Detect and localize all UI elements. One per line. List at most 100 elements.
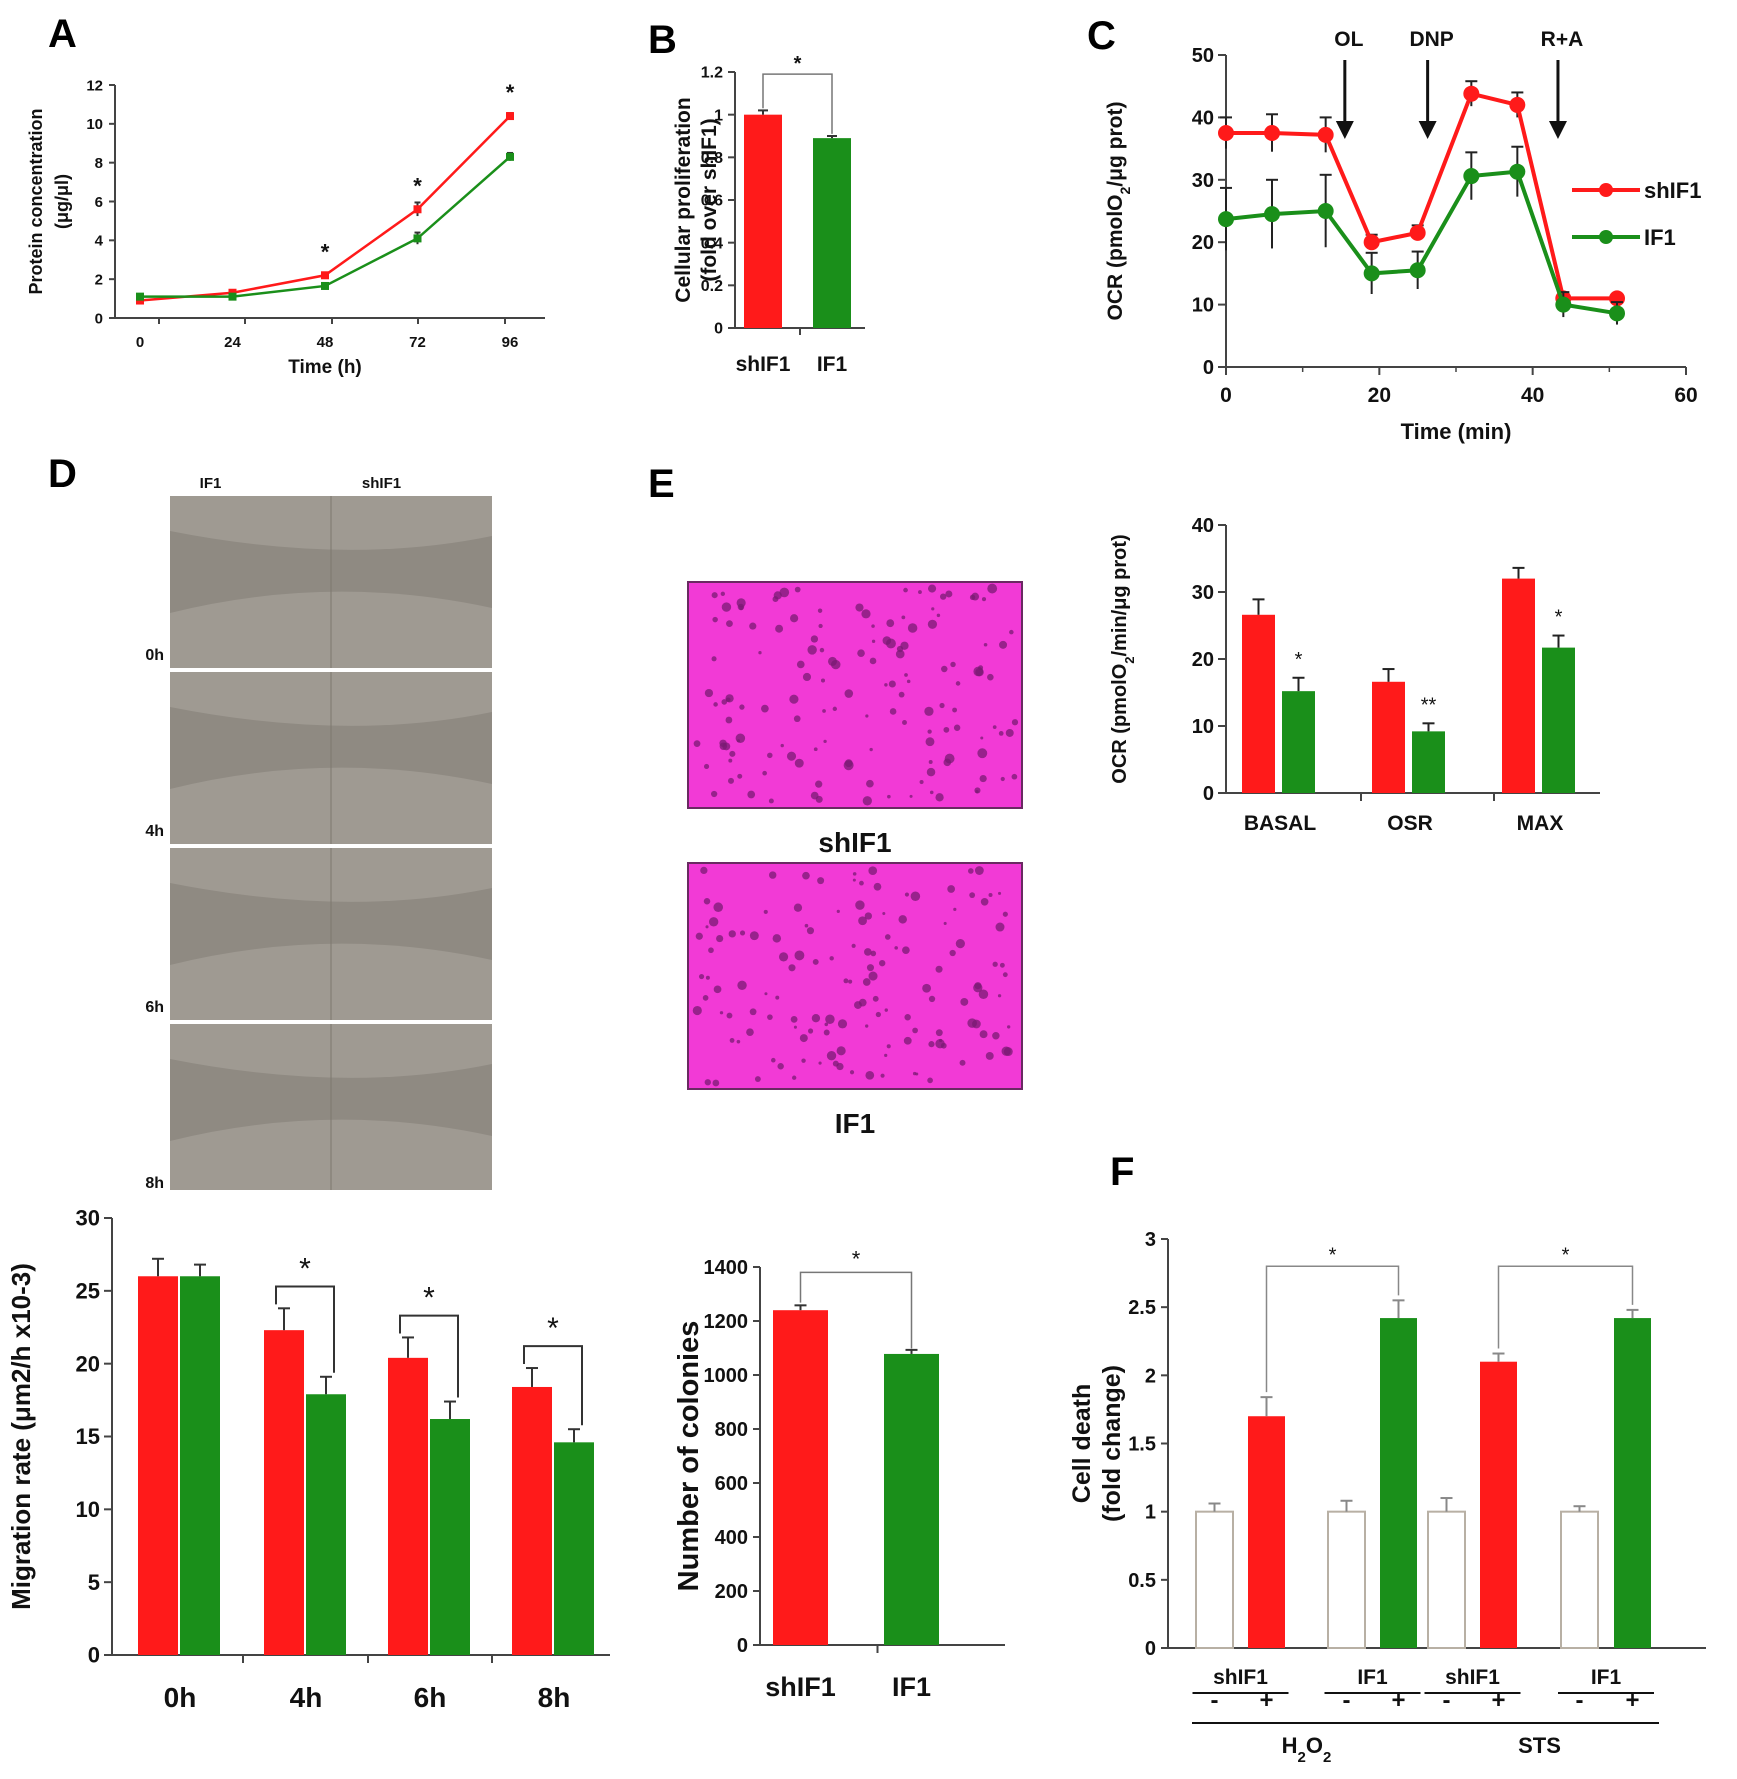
colony-dot — [828, 656, 837, 666]
y-axis-title-unit: (fold change) — [1098, 1365, 1126, 1522]
panel-letter-f: F — [1110, 1150, 1135, 1194]
data-point-red — [321, 271, 329, 280]
y-tick-label: 1 — [1145, 1502, 1156, 1524]
colony-dot — [861, 609, 871, 619]
bar-MAX-red — [1502, 578, 1535, 793]
colony-dot — [725, 716, 733, 724]
y-tick-label: 1000 — [704, 1365, 749, 1387]
colony-dot — [909, 794, 913, 798]
x-tick-label: 72 — [409, 334, 426, 351]
injection-label: DNP — [1409, 28, 1453, 51]
bar-8h-green — [554, 1442, 594, 1655]
colony-dot — [939, 1038, 943, 1043]
y-axis-title-unit: (fold over shIF1) — [698, 118, 721, 281]
colony-dot — [925, 737, 935, 747]
bar-1 — [1248, 1416, 1285, 1648]
significance-bracket — [762, 73, 833, 134]
y-tick-label: 0.4 — [701, 235, 723, 252]
group-label: shIF1 — [1445, 1666, 1500, 1689]
colony-dot — [819, 647, 825, 653]
colony-dot — [882, 636, 892, 645]
bar-shIF1 — [773, 1310, 828, 1645]
colony-dot — [852, 878, 856, 882]
colony-dot — [836, 1046, 846, 1056]
colony-dot — [1001, 1046, 1011, 1056]
colony-dot — [865, 1070, 875, 1080]
colony-image-label: shIF1 — [818, 827, 891, 858]
y-tick-label: 15 — [76, 1424, 100, 1449]
x-tick-label: 60 — [1674, 384, 1697, 407]
colony-dot — [737, 980, 747, 991]
colony-dot — [955, 681, 961, 686]
significance-star: * — [506, 80, 515, 105]
colony-dot — [843, 760, 854, 771]
colony-dot — [871, 639, 876, 643]
colony-dot — [711, 656, 717, 662]
colony-dot — [739, 704, 745, 710]
y-tick-label: 10 — [1192, 716, 1214, 738]
colony-dot — [739, 930, 746, 936]
chart-e-colonies: 0 200 400 600 800 1000 1200 1400 shIF1 IF1 * Number… — [673, 1246, 1005, 1702]
colony-dot — [889, 708, 897, 715]
colony-dot — [907, 623, 918, 633]
colony-dot — [855, 900, 865, 910]
colony-dot — [868, 971, 878, 981]
colony-dot — [726, 1012, 733, 1019]
colony-dot — [793, 715, 801, 723]
colony-dot — [995, 922, 1005, 932]
colony-dot — [727, 777, 735, 784]
colony-dot — [703, 897, 711, 905]
bar-3 — [1380, 1318, 1417, 1648]
colony-dot — [818, 623, 823, 629]
colony-dot — [851, 943, 856, 948]
y-tick-label: 10 — [76, 1497, 100, 1522]
panel-letter-a: A — [48, 12, 77, 56]
panel-letter-b: B — [648, 18, 677, 62]
colony-dot — [980, 736, 984, 740]
y-axis-title: Migration rate (μm2/h x10-3) — [6, 1263, 36, 1610]
colony-dot — [708, 917, 719, 927]
colony-dot — [902, 720, 907, 725]
significance-star: * — [321, 239, 330, 264]
colony-dot — [865, 1024, 869, 1028]
colony-dot — [928, 760, 933, 764]
bar-BASAL-red — [1242, 614, 1275, 793]
colony-dot — [693, 740, 701, 747]
colony-dot — [869, 657, 877, 665]
colony-image-IF1 — [687, 862, 1023, 1090]
colony-dot — [826, 1050, 837, 1061]
colony-dot — [858, 916, 867, 926]
x-tick-label: shIF1 — [736, 353, 791, 376]
colony-dot — [903, 587, 908, 593]
colony-dot — [977, 748, 988, 759]
colony-dot — [927, 1077, 933, 1084]
bar-7 — [1614, 1318, 1651, 1648]
bar-OSR-green — [1412, 731, 1445, 793]
panel-letter-e: E — [648, 462, 675, 506]
y-tick-label: 1.2 — [701, 65, 723, 82]
colony-dot — [974, 982, 982, 990]
colony-dot — [928, 995, 936, 1003]
colony-dot — [926, 767, 936, 777]
x-tick-label: 48 — [317, 334, 334, 351]
colony-dot — [927, 619, 938, 629]
micrograph-column-label: shIF1 — [362, 475, 401, 492]
colony-dot — [999, 640, 1008, 649]
significance-bracket — [399, 1314, 459, 1398]
colony-dot — [777, 1063, 784, 1070]
colony-dot — [852, 872, 857, 876]
colony-dot — [974, 866, 984, 875]
colony-dot — [859, 880, 864, 886]
colony-dot — [712, 1079, 720, 1087]
x-tick-label: OSR — [1387, 812, 1433, 835]
bar-6h-red — [388, 1357, 428, 1655]
colony-dot — [884, 683, 888, 687]
colony-dot — [929, 790, 934, 795]
colony-dot — [998, 731, 1004, 736]
colony-dot — [941, 665, 948, 673]
data-point-IF1 — [1555, 296, 1572, 313]
colony-dot — [788, 964, 796, 972]
y-tick-label: 400 — [715, 1527, 748, 1549]
x-axis-title: Time (min) — [1401, 419, 1512, 444]
colony-dot — [902, 946, 910, 955]
